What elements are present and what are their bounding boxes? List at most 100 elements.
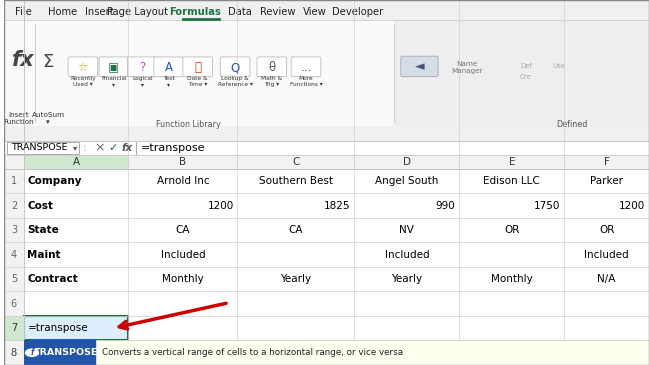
Text: Developer: Developer xyxy=(332,7,383,17)
Text: Cre: Cre xyxy=(520,74,532,80)
Text: Yearly: Yearly xyxy=(280,274,312,284)
Bar xyxy=(23,316,129,341)
Text: C: C xyxy=(292,157,300,167)
Text: ⏰: ⏰ xyxy=(194,61,201,74)
FancyBboxPatch shape xyxy=(183,57,212,77)
Text: Cost: Cost xyxy=(27,201,53,211)
Text: Home: Home xyxy=(47,7,77,17)
Text: f: f xyxy=(31,348,34,357)
Text: File: File xyxy=(15,7,32,17)
Text: Monthly: Monthly xyxy=(491,274,533,284)
Text: ✓: ✓ xyxy=(108,143,117,153)
Text: Page Layout: Page Layout xyxy=(106,7,167,17)
FancyBboxPatch shape xyxy=(401,56,438,77)
Text: ▾: ▾ xyxy=(73,143,77,152)
Text: TRANSPOSE: TRANSPOSE xyxy=(11,143,67,152)
Text: OR: OR xyxy=(504,225,519,235)
Text: ☆: ☆ xyxy=(78,61,88,74)
Text: Σ: Σ xyxy=(42,53,54,71)
Text: 1200: 1200 xyxy=(207,201,234,211)
Text: Insert
Function: Insert Function xyxy=(3,112,34,125)
Text: 6: 6 xyxy=(11,299,17,309)
Bar xyxy=(238,155,354,169)
FancyBboxPatch shape xyxy=(99,57,129,77)
Bar xyxy=(5,155,23,365)
Text: ?: ? xyxy=(139,61,145,74)
Text: 8: 8 xyxy=(11,348,17,358)
Text: Lookup &
Reference ▾: Lookup & Reference ▾ xyxy=(217,76,252,87)
Text: 990: 990 xyxy=(435,201,456,211)
Text: Formulas: Formulas xyxy=(169,7,221,17)
Text: Recently
Used ▾: Recently Used ▾ xyxy=(70,76,95,87)
Text: =transpose: =transpose xyxy=(27,323,88,333)
Text: Angel South: Angel South xyxy=(375,176,439,186)
Text: 1: 1 xyxy=(11,176,17,186)
Text: Use: Use xyxy=(552,63,565,69)
FancyBboxPatch shape xyxy=(220,57,250,77)
Text: Name
Manager: Name Manager xyxy=(451,61,483,74)
Text: :: : xyxy=(82,143,86,153)
Text: ...: ... xyxy=(300,61,312,74)
Text: 5: 5 xyxy=(11,274,17,284)
Text: 8: 8 xyxy=(11,348,17,358)
Text: AutoSum
▾: AutoSum ▾ xyxy=(32,112,65,125)
Text: B: B xyxy=(179,157,186,167)
Bar xyxy=(459,155,564,169)
Text: Review: Review xyxy=(260,7,295,17)
Text: Data: Data xyxy=(228,7,252,17)
Bar xyxy=(23,341,96,365)
Bar xyxy=(5,20,649,126)
FancyBboxPatch shape xyxy=(68,57,98,77)
Text: Math &
Trig ▾: Math & Trig ▾ xyxy=(262,76,282,87)
Text: Yearly: Yearly xyxy=(391,274,422,284)
Text: ▣: ▣ xyxy=(108,61,119,74)
Bar xyxy=(5,155,23,169)
Text: 4: 4 xyxy=(11,250,17,260)
Text: CA: CA xyxy=(289,225,303,235)
Text: Company: Company xyxy=(27,176,82,186)
Text: F: F xyxy=(604,157,609,167)
Text: Function Library: Function Library xyxy=(156,120,221,128)
Bar xyxy=(5,155,649,365)
Text: Edison LLC: Edison LLC xyxy=(484,176,540,186)
Text: 1825: 1825 xyxy=(324,201,350,211)
Text: TRANSPOSE: TRANSPOSE xyxy=(34,348,99,357)
Bar xyxy=(23,155,129,169)
Text: Defined: Defined xyxy=(556,120,587,128)
Text: 1200: 1200 xyxy=(619,201,645,211)
Text: ×: × xyxy=(94,141,105,154)
Text: Monthly: Monthly xyxy=(162,274,204,284)
Text: CA: CA xyxy=(176,225,190,235)
Bar xyxy=(5,0,649,141)
Bar xyxy=(395,20,649,126)
Text: Arnold Inc: Arnold Inc xyxy=(156,176,209,186)
Text: Text
▾: Text ▾ xyxy=(163,76,175,87)
Text: Logical
▾: Logical ▾ xyxy=(132,76,153,87)
Bar xyxy=(564,155,649,169)
FancyBboxPatch shape xyxy=(257,57,287,77)
Text: 7: 7 xyxy=(11,323,17,333)
Text: D: D xyxy=(403,157,411,167)
Text: OR: OR xyxy=(599,225,615,235)
Circle shape xyxy=(25,349,38,356)
Text: Q: Q xyxy=(230,61,239,74)
FancyBboxPatch shape xyxy=(127,57,157,77)
Text: Maint: Maint xyxy=(27,250,61,260)
Text: θ: θ xyxy=(268,61,275,74)
Text: 3: 3 xyxy=(11,225,17,235)
Text: State: State xyxy=(27,225,59,235)
Text: N/A: N/A xyxy=(598,274,616,284)
Text: Insert: Insert xyxy=(86,7,114,17)
Text: Parker: Parker xyxy=(590,176,623,186)
FancyBboxPatch shape xyxy=(291,57,321,77)
Text: Converts a vertical range of cells to a horizontal range, or vice versa: Converts a vertical range of cells to a … xyxy=(103,348,404,357)
Bar xyxy=(5,141,649,155)
Text: 2: 2 xyxy=(11,201,17,211)
Bar xyxy=(7,142,79,154)
Text: More
Functions ▾: More Functions ▾ xyxy=(289,76,323,87)
FancyBboxPatch shape xyxy=(154,57,184,77)
Text: A: A xyxy=(165,61,173,74)
Bar xyxy=(129,155,238,169)
Bar xyxy=(96,341,649,365)
Text: =transpose: =transpose xyxy=(141,143,206,153)
